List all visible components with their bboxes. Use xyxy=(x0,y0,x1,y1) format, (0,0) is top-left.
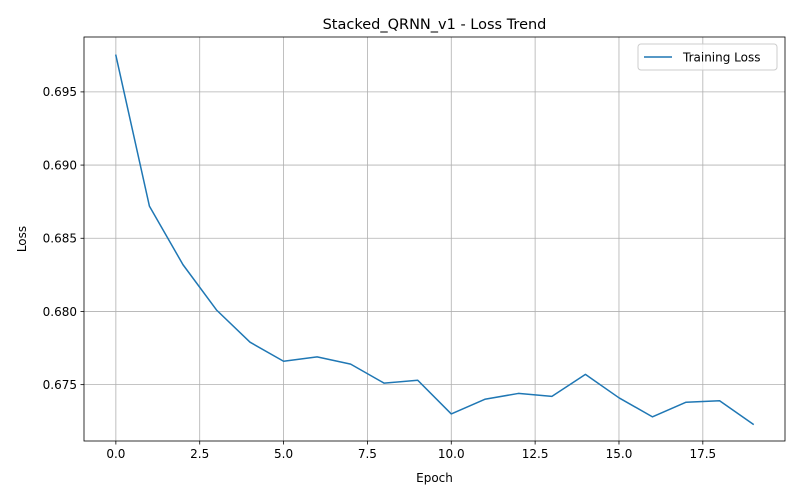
y-axis-label: Loss xyxy=(15,226,29,252)
legend-label-training-loss: Training Loss xyxy=(682,50,760,64)
legend: Training Loss xyxy=(638,44,777,70)
x-axis-label: Epoch xyxy=(416,471,453,485)
x-tick-label: 15.0 xyxy=(606,447,633,461)
y-tick-label: 0.680 xyxy=(43,305,77,319)
x-tick-label: 12.5 xyxy=(522,447,549,461)
y-tick-label: 0.690 xyxy=(43,158,77,172)
x-tick-label: 0.0 xyxy=(106,447,125,461)
x-tick-label: 2.5 xyxy=(190,447,209,461)
x-tick-label: 17.5 xyxy=(689,447,716,461)
y-tick-label: 0.695 xyxy=(43,85,77,99)
y-tick-label: 0.685 xyxy=(43,232,77,246)
x-tick-label: 5.0 xyxy=(274,447,293,461)
y-tick-label: 0.675 xyxy=(43,378,77,392)
x-tick-label: 7.5 xyxy=(358,447,377,461)
x-tick-label: 10.0 xyxy=(438,447,465,461)
chart-title: Stacked_QRNN_v1 - Loss Trend xyxy=(323,17,547,33)
